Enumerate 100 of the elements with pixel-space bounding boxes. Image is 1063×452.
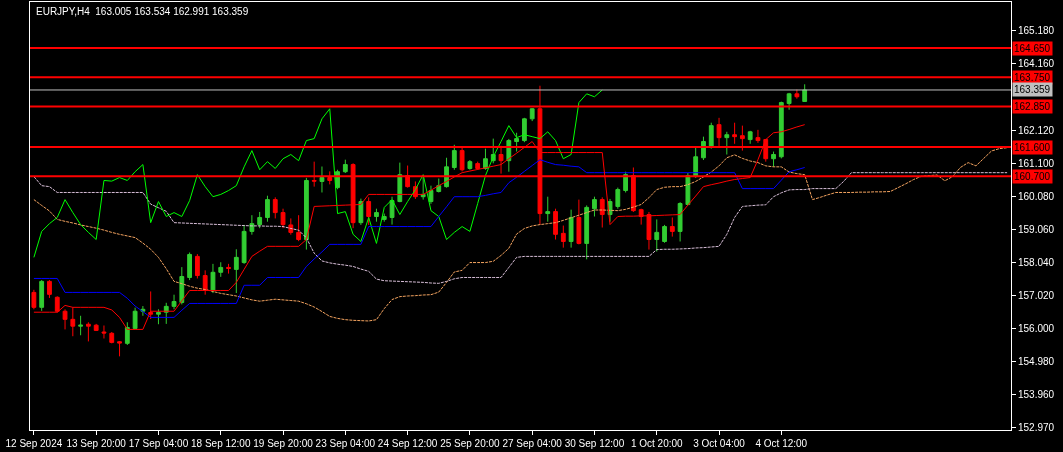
- candlestick: [529, 107, 535, 122]
- ref-line-label: 161.600: [1014, 142, 1051, 153]
- candlestick: [475, 161, 481, 171]
- candlestick: [288, 217, 294, 236]
- x-tick-label: 25 Sep 20:00: [440, 438, 501, 449]
- candlestick: [654, 218, 660, 253]
- x-tick-label: 30 Sep 12:00: [564, 438, 625, 449]
- candlestick: [708, 122, 714, 150]
- candlestick: [732, 122, 738, 145]
- candlestick: [397, 162, 403, 203]
- line-series: [33, 89, 603, 258]
- y-tick-label: 164.160: [1018, 58, 1055, 70]
- candlestick: [366, 196, 372, 226]
- candlestick: [599, 196, 605, 229]
- candlestick: [669, 216, 675, 238]
- y-tick-label: 156.000: [1018, 323, 1055, 335]
- candlestick: [560, 225, 566, 249]
- candlestick: [124, 321, 130, 346]
- line-series: [33, 172, 1008, 284]
- candlestick: [194, 253, 200, 279]
- candlestick: [31, 289, 37, 310]
- candlestick: [778, 101, 784, 159]
- candlestick: [646, 211, 652, 251]
- x-tick-label: 3 Oct 04:00: [693, 438, 746, 449]
- y-tick-label: 159.060: [1018, 223, 1055, 235]
- candlestick: [93, 323, 99, 332]
- candlestick: [677, 201, 683, 242]
- candlestick: [257, 211, 263, 229]
- candlestick: [794, 89, 800, 100]
- x-tick-label: 17 Sep 04:00: [128, 438, 189, 449]
- y-tick-label: 157.020: [1018, 290, 1055, 302]
- candlestick: [568, 209, 574, 249]
- ref-line-label: 163.750: [1014, 72, 1051, 83]
- x-tick-label: 13 Sep 20:00: [66, 438, 127, 449]
- y-tick-label: 165.180: [1018, 25, 1055, 37]
- candlestick: [467, 159, 473, 171]
- candlestick: [638, 208, 644, 226]
- candlestick: [62, 308, 68, 330]
- candlestick: [241, 224, 247, 265]
- candlestick: [101, 325, 107, 339]
- candlestick: [109, 331, 115, 344]
- candlestick: [47, 279, 52, 299]
- y-tick-label: 161.100: [1018, 157, 1055, 169]
- candlestick: [592, 196, 597, 217]
- candlestick: [148, 290, 154, 320]
- candlestick: [179, 266, 185, 305]
- candlestick: [280, 208, 286, 229]
- candlestick: [342, 159, 348, 174]
- ref-line-label: 160.700: [1014, 171, 1051, 182]
- candlestick: [381, 213, 387, 223]
- x-tick-label: 23 Sep 04:00: [315, 438, 376, 449]
- x-tick-label: 12 Sep 2024: [5, 438, 63, 449]
- candlestick: [685, 172, 691, 206]
- x-tick-label: 1 Oct 20:00: [630, 438, 684, 449]
- candlestick: [802, 83, 808, 103]
- candlestick: [171, 294, 177, 310]
- candlestick: [132, 307, 138, 330]
- ref-line-label: 163.359: [1014, 84, 1051, 95]
- candlestick: [218, 261, 224, 278]
- candlestick: [187, 252, 193, 281]
- candlestick: [584, 204, 590, 260]
- candlestick: [576, 199, 582, 245]
- y-tick-label: 160.080: [1018, 190, 1055, 202]
- candlestick: [85, 321, 91, 342]
- candlestick: [358, 198, 364, 226]
- candlestick: [303, 177, 309, 251]
- candlestick: [210, 263, 216, 294]
- line-series: [33, 159, 806, 318]
- candlestick: [202, 269, 208, 296]
- x-tick-label: 24 Sep 12:00: [377, 438, 438, 449]
- candlestick: [747, 130, 753, 145]
- candlestick: [545, 196, 551, 223]
- ref-line-label: 162.850: [1014, 101, 1051, 112]
- candlestick: [451, 144, 457, 171]
- candlestick: [117, 340, 122, 357]
- y-tick-label: 152.970: [1018, 421, 1055, 433]
- x-tick-label: 19 Sep 20:00: [253, 438, 314, 449]
- candlestick: [319, 166, 325, 193]
- candlestick: [272, 196, 278, 219]
- candlestick: [296, 214, 302, 242]
- candlestick: [755, 129, 761, 144]
- candlestick: [265, 195, 270, 223]
- y-tick-label: 154.980: [1018, 356, 1055, 368]
- candlestick: [771, 151, 776, 168]
- candlestick: [786, 92, 792, 111]
- candlestick: [514, 132, 520, 153]
- y-tick-label: 158.040: [1018, 257, 1055, 269]
- candlestick: [662, 224, 667, 244]
- candlestick: [724, 131, 730, 156]
- y-tick-label: 153.960: [1018, 389, 1055, 401]
- candlestick: [374, 208, 379, 223]
- candlestick: [140, 305, 146, 317]
- candlestick: [226, 263, 231, 275]
- candlestick: [389, 196, 395, 226]
- line-series: [33, 147, 1008, 322]
- candlestick: [156, 308, 161, 325]
- candlestick: [436, 178, 442, 193]
- x-tick-label: 18 Sep 12:00: [191, 438, 251, 449]
- candlestick: [54, 295, 60, 314]
- candlestick: [163, 302, 169, 325]
